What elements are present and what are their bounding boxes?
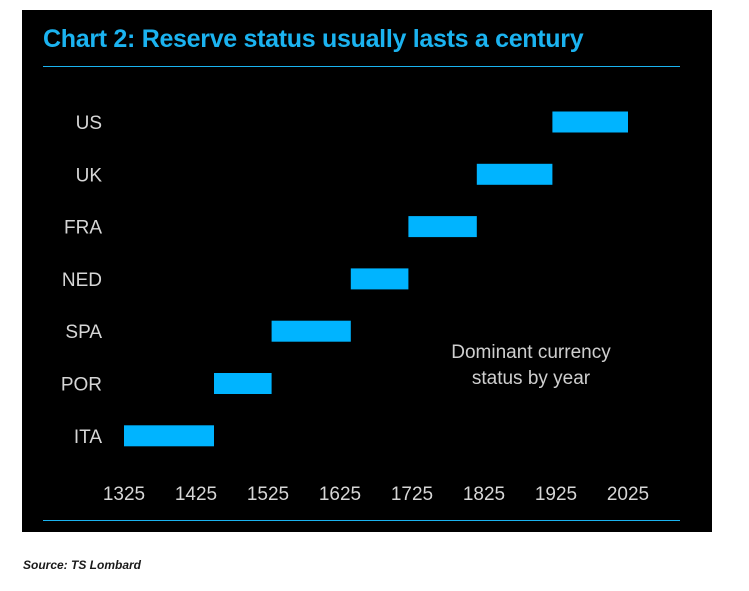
bar-ita — [124, 425, 214, 447]
x-tick-label-1525: 1525 — [247, 484, 289, 505]
x-tick-label-2025: 2025 — [607, 484, 649, 505]
x-axis-labels: 1325 1425 1525 1625 1725 1825 1925 2025 — [103, 484, 649, 505]
x-tick-label-1325: 1325 — [103, 484, 145, 505]
x-tick-label-1725: 1725 — [391, 484, 433, 505]
x-tick-label-1925: 1925 — [535, 484, 577, 505]
bottom-rule — [43, 520, 680, 521]
y-tick-label-uk: UK — [76, 165, 103, 186]
y-tick-label-fra: FRA — [64, 218, 102, 239]
y-tick-label-ned: NED — [62, 270, 102, 291]
x-tick-label-1825: 1825 — [463, 484, 505, 505]
chart-panel: Chart 2: Reserve status usually lasts a … — [22, 10, 712, 532]
y-axis-labels: US UK FRA NED SPA POR ITA — [61, 113, 103, 448]
bar-por — [214, 373, 272, 394]
title-rule — [43, 66, 680, 67]
bars — [124, 111, 628, 447]
y-tick-label-por: POR — [61, 375, 102, 396]
bar-spa — [271, 320, 351, 342]
bar-fra — [408, 216, 477, 238]
bar-ned — [350, 268, 409, 290]
y-tick-label-ita: ITA — [74, 427, 102, 448]
y-tick-label-spa: SPA — [65, 322, 102, 343]
chart-plot: US UK FRA NED SPA POR ITA 1325 1425 1525 1625 1725… — [61, 111, 649, 505]
bar-us — [552, 111, 628, 133]
x-tick-label-1625: 1625 — [319, 484, 361, 505]
chart-title: Chart 2: Reserve status usually lasts a … — [43, 25, 584, 53]
annotation-line-1: Dominant currency — [451, 342, 611, 363]
source-note: Source: TS Lombard — [23, 558, 142, 572]
annotation-line-2: status by year — [472, 368, 591, 389]
y-tick-label-us: US — [76, 113, 102, 134]
x-tick-label-1425: 1425 — [175, 484, 217, 505]
bar-uk — [476, 163, 553, 185]
